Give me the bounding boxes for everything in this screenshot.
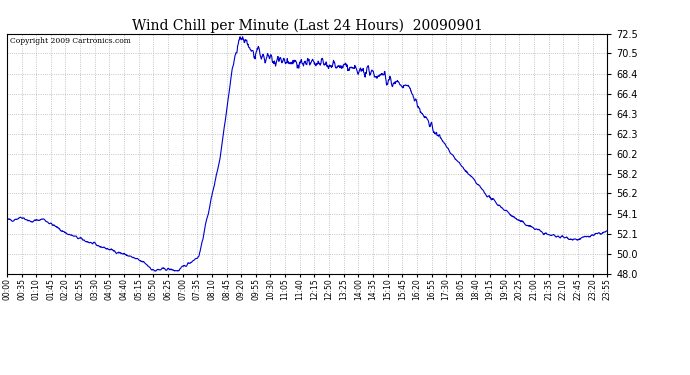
Title: Wind Chill per Minute (Last 24 Hours)  20090901: Wind Chill per Minute (Last 24 Hours) 20… <box>132 18 482 33</box>
Text: Copyright 2009 Cartronics.com: Copyright 2009 Cartronics.com <box>10 38 131 45</box>
